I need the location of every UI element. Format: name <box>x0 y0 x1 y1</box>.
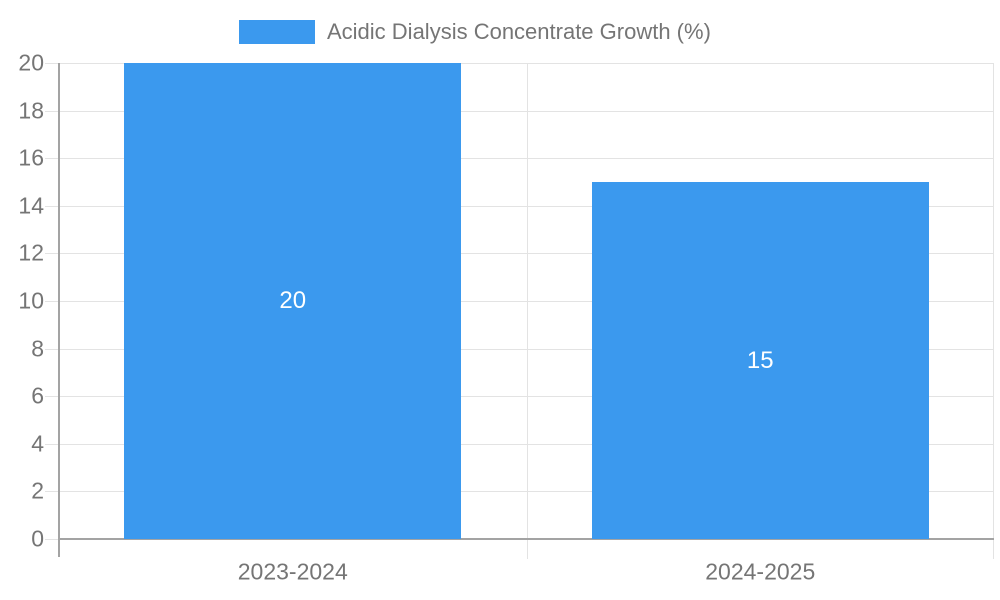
category-divider <box>527 63 528 559</box>
y-tick-label: 14 <box>18 192 44 219</box>
bar-value-label: 20 <box>279 287 307 314</box>
x-tick-label: 2023-2024 <box>237 558 348 585</box>
y-tick-label: 16 <box>18 144 44 171</box>
y-axis-line <box>58 63 60 557</box>
gridline <box>45 158 994 159</box>
x-axis-line <box>58 538 994 540</box>
y-tick-label: 10 <box>18 287 44 314</box>
gridline <box>45 491 994 492</box>
gridline <box>45 349 994 350</box>
gridline <box>45 63 994 64</box>
gridline <box>45 253 994 254</box>
gridline <box>45 111 994 112</box>
y-tick-label: 4 <box>31 430 44 457</box>
y-tick-label: 18 <box>18 97 44 124</box>
gridline <box>45 206 994 207</box>
legend-swatch-icon <box>239 20 315 44</box>
gridline <box>45 301 994 302</box>
gridline <box>45 396 994 397</box>
y-tick-label: 6 <box>31 382 44 409</box>
legend-label: Acidic Dialysis Concentrate Growth (%) <box>327 19 711 44</box>
bar-value-label: 15 <box>746 346 774 374</box>
y-tick-label: 0 <box>31 525 44 552</box>
bar[interactable] <box>592 182 929 539</box>
y-tick-label: 8 <box>31 335 44 362</box>
y-tick-label: 12 <box>18 239 44 266</box>
legend-item[interactable]: Acidic Dialysis Concentrate Growth (%) <box>239 19 711 44</box>
y-tick-label: 20 <box>18 49 44 76</box>
plot-right-border <box>993 63 994 559</box>
gridline <box>45 444 994 445</box>
x-tick-label: 2024-2025 <box>705 558 816 585</box>
zero-tick <box>45 539 59 540</box>
y-tick-label: 2 <box>31 477 44 504</box>
bar[interactable] <box>124 63 461 539</box>
